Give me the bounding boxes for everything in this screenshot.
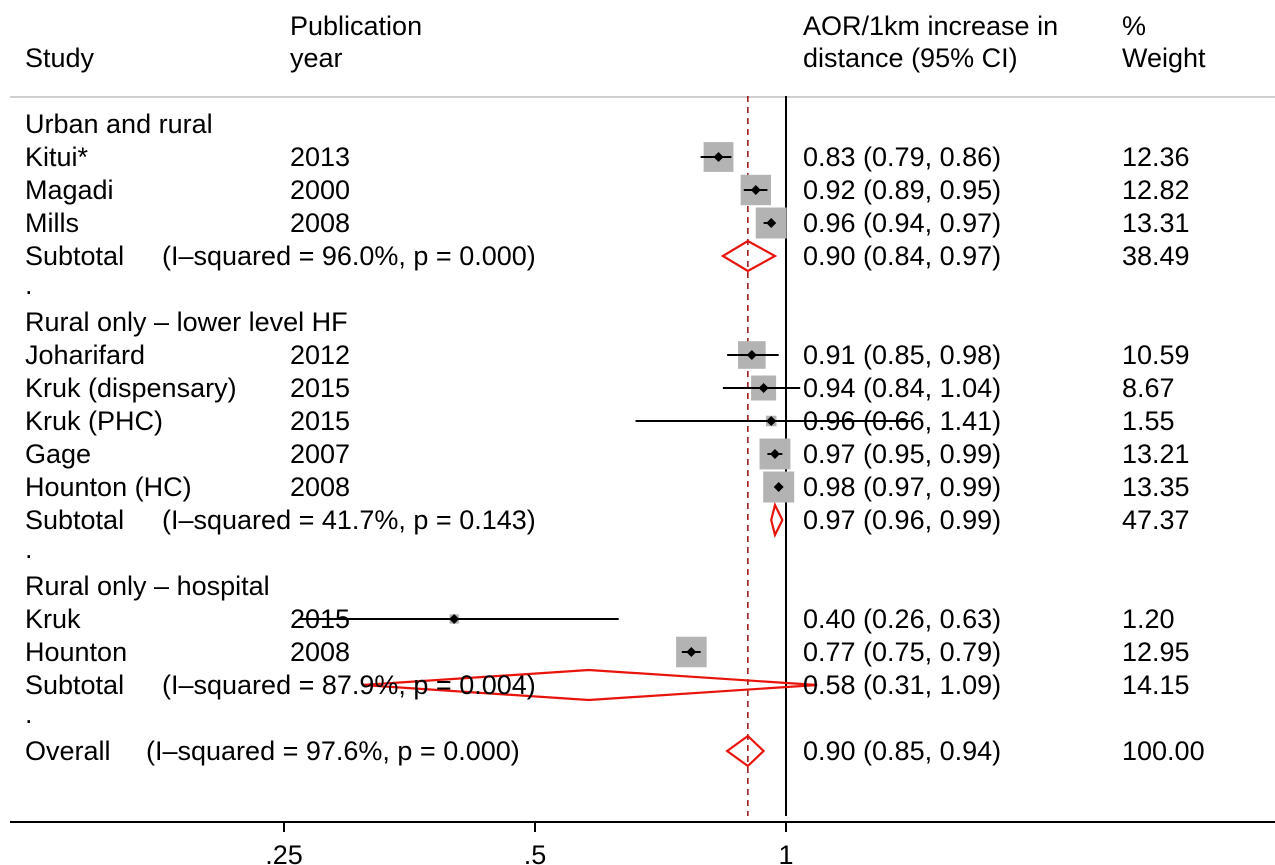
study-ci-text: 0.96 (0.66, 1.41) [803,406,1002,436]
x-axis-tick-label: .25 [265,840,303,865]
subtotal-label: Subtotal [25,670,125,700]
study-point-estimate [750,185,761,195]
study-year: 2008 [290,472,351,502]
subtotal-label: Subtotal [25,505,125,535]
overall-weight: 100.00 [1122,736,1205,766]
study-year: 2000 [290,175,351,205]
study-name: Hounton [25,637,128,667]
study-ci-text: 0.83 (0.79, 0.86) [803,142,1002,172]
study-year: 2008 [290,637,351,667]
subtotal-diamond [361,668,818,702]
study-name: Joharifard [25,340,146,370]
group-label: Urban and rural [25,109,213,139]
study-name: Magadi [25,175,114,205]
study-point-estimate [773,482,784,492]
study-weight: 12.82 [1122,175,1190,205]
subtotal-heterogeneity: (I–squared = 87.9%, p = 0.004) [162,670,536,700]
study-weight: 1.55 [1122,406,1175,436]
x-axis-tick-label: 1 [778,840,793,865]
study-ci-text: 0.92 (0.89, 0.95) [803,175,1002,205]
header-study: Study [25,43,95,73]
study-weight: 13.21 [1122,439,1190,469]
study-year: 2015 [290,604,351,634]
subtotal-heterogeneity: (I–squared = 41.7%, p = 0.143) [162,505,536,535]
spacer-dot: . [25,699,33,729]
study-weight: 8.67 [1122,373,1175,403]
study-weight: 12.36 [1122,142,1190,172]
subtotal-weight: 14.15 [1122,670,1190,700]
study-ci-text: 0.97 (0.95, 0.99) [803,439,1002,469]
header-effect-line2: distance (95% CI) [803,43,1018,73]
study-year: 2013 [290,142,351,172]
spacer-dot: . [25,534,33,564]
study-year: 2007 [290,439,351,469]
x-axis-tick-label: .5 [524,840,547,865]
study-point-estimate [686,647,697,657]
study-year: 2015 [290,373,351,403]
header-weight-line2: Weight [1122,43,1206,73]
header-weight-line1: % [1122,11,1147,41]
header-year-line1: Publication [290,11,423,41]
study-ci-text: 0.96 (0.94, 0.97) [803,208,1002,238]
study-point-estimate [449,614,460,624]
subtotal-label: Subtotal [25,241,125,271]
subtotal-diamond [770,501,784,539]
study-year: 2008 [290,208,351,238]
study-weight: 1.20 [1122,604,1175,634]
subtotal-weight: 38.49 [1122,241,1190,271]
study-point-estimate [758,383,769,393]
study-ci-text: 0.40 (0.26, 0.63) [803,604,1002,634]
subtotal-weight: 47.37 [1122,505,1190,535]
study-name: Kitui* [25,142,89,172]
subtotal-ci-text: 0.90 (0.84, 0.97) [803,241,1002,271]
study-ci-text: 0.91 (0.85, 0.98) [803,340,1002,370]
overall-diamond [725,734,766,768]
study-point-estimate [766,416,777,426]
group-label: Rural only – lower level HF [25,307,348,337]
study-point-estimate [746,350,757,360]
spacer-dot: . [25,270,33,300]
subtotal-ci-text: 0.97 (0.96, 0.99) [803,505,1002,535]
subtotal-diamond [720,239,778,273]
study-name: Mills [25,208,79,238]
study-ci-text: 0.98 (0.97, 0.99) [803,472,1002,502]
overall-label: Overall [25,736,111,766]
study-ci-text: 0.94 (0.84, 1.04) [803,373,1002,403]
study-point-estimate [769,449,780,459]
subtotal-ci-text: 0.58 (0.31, 1.09) [803,670,1002,700]
study-name: Gage [25,439,92,469]
study-name: Kruk (PHC) [25,406,164,436]
study-ci-text: 0.77 (0.75, 0.79) [803,637,1002,667]
study-year: 2015 [290,406,351,436]
study-weight: 13.31 [1122,208,1190,238]
study-point-estimate [713,152,724,162]
study-name: Kruk [25,604,81,634]
study-weight: 13.35 [1122,472,1190,502]
study-name: Hounton (HC) [25,472,192,502]
study-year: 2012 [290,340,351,370]
overall-ci-text: 0.90 (0.85, 0.94) [803,736,1002,766]
header-effect-line1: AOR/1km increase in [803,11,1059,41]
study-weight: 12.95 [1122,637,1190,667]
subtotal-heterogeneity: (I–squared = 96.0%, p = 0.000) [162,241,536,271]
study-point-estimate [766,218,777,228]
header-year-line2: year [290,43,343,73]
study-name: Kruk (dispensary) [25,373,237,403]
study-weight: 10.59 [1122,340,1190,370]
group-label: Rural only – hospital [25,571,270,601]
overall-heterogeneity: (I–squared = 97.6%, p = 0.000) [146,736,520,766]
